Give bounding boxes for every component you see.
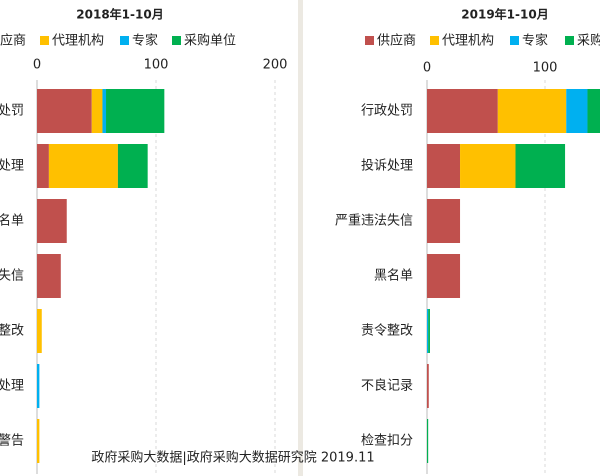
bar-segment — [106, 89, 165, 133]
x-tick-label: 200 — [263, 58, 288, 73]
legend-label: 专家 — [132, 33, 158, 49]
bar-segment — [428, 309, 430, 353]
legend-label: 专家 — [522, 33, 548, 49]
x-tick-label: 100 — [144, 58, 169, 73]
legend-swatch — [120, 36, 129, 45]
category-label: 整改 — [0, 324, 24, 339]
bar-segment — [37, 199, 67, 243]
legend-label: 供应商 — [377, 33, 416, 49]
x-tick-label: 0 — [33, 58, 41, 73]
bar-segment — [566, 89, 588, 133]
category-label: 投诉处理 — [361, 158, 413, 174]
legend-label: 采购 — [577, 33, 600, 49]
legend-label: 应商 — [0, 33, 26, 49]
category-label: 黑名单 — [374, 268, 413, 284]
legend-label: 代理机构 — [52, 34, 104, 49]
bar-segment — [37, 144, 49, 188]
category-label: 责令整改 — [361, 324, 413, 339]
bar-segment — [427, 144, 461, 188]
bar-segment — [515, 144, 566, 188]
legend-swatch — [365, 36, 374, 45]
bar-segment — [427, 419, 429, 463]
category-label: 失信 — [0, 269, 24, 284]
category-label: 警告 — [0, 433, 24, 449]
bar-segment — [587, 89, 600, 133]
x-tick-label: 0 — [423, 61, 431, 76]
category-label: 名单 — [0, 213, 24, 229]
category-label: 严重违法失信 — [335, 213, 413, 229]
bar-segment — [497, 89, 567, 133]
divider — [298, 0, 303, 476]
category-label: 不良记录 — [361, 378, 413, 394]
chart-title: 2019年1-10月 — [461, 7, 548, 22]
legend-swatch — [565, 36, 574, 45]
bar-segment — [37, 364, 40, 408]
category-label: 处理 — [0, 159, 24, 174]
bar-segment — [427, 254, 461, 298]
category-label: 检查扣分 — [361, 434, 413, 449]
bar-segment — [427, 364, 429, 408]
bar-segment — [102, 89, 107, 133]
legend-swatch — [172, 36, 181, 45]
footer: 政府采购大数据|政府采购大数据研究院 2019.11 — [91, 450, 374, 466]
bar-segment — [427, 309, 429, 353]
legend-swatch — [430, 36, 439, 45]
legend-label: 代理机构 — [442, 34, 494, 49]
bar-segment — [48, 144, 118, 188]
legend-swatch — [40, 36, 49, 45]
bar-segment — [37, 254, 61, 298]
category-label: 处理 — [0, 379, 24, 394]
category-label: 处罚 — [0, 104, 24, 119]
x-tick-label: 100 — [533, 61, 558, 76]
chart-title: 2018年1-10月 — [76, 7, 163, 22]
bar-segment — [117, 144, 148, 188]
legend-swatch — [510, 36, 519, 45]
bar-segment — [37, 89, 92, 133]
bar-segment — [460, 144, 516, 188]
bar-segment — [37, 419, 40, 463]
bar-segment — [427, 199, 461, 243]
bar-segment — [37, 309, 42, 353]
legend-label: 采购单位 — [184, 33, 236, 49]
bar-segment — [427, 89, 498, 133]
category-label: 行政处罚 — [361, 104, 413, 119]
bar-segment — [91, 89, 103, 133]
